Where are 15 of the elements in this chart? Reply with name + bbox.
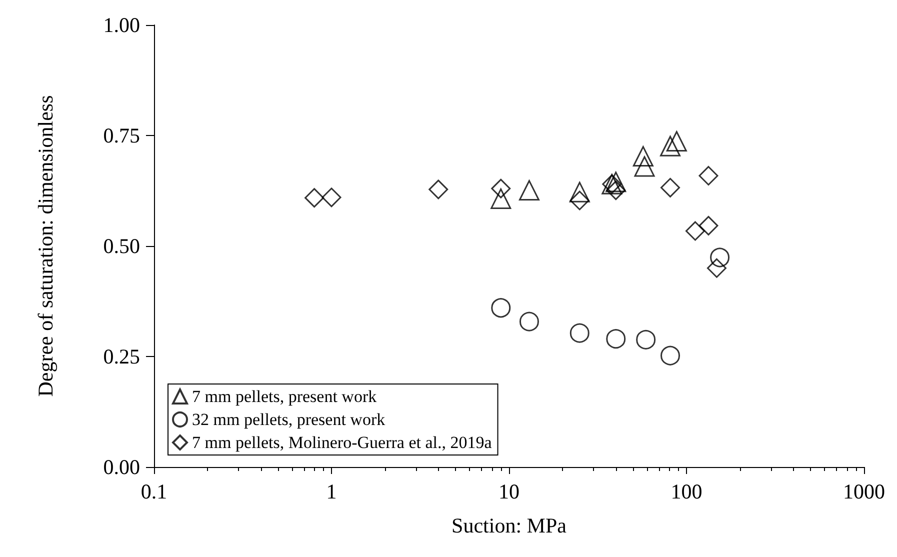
x-tick-label: 1: [326, 480, 337, 504]
legend-label: 32 mm pellets, present work: [192, 410, 386, 429]
x-tick-label: 100: [670, 480, 702, 504]
y-tick-label: 1.00: [103, 13, 140, 37]
x-tick-label: 10: [498, 480, 520, 504]
x-tick-label: 0.1: [140, 480, 168, 504]
y-tick-label: 0.25: [103, 344, 140, 368]
y-tick-label: 0.00: [103, 455, 140, 479]
x-axis-title: Suction: MPa: [452, 514, 568, 538]
y-tick-label: 0.50: [103, 234, 140, 258]
legend-label: 7 mm pellets, present work: [192, 387, 378, 406]
y-axis-title: Degree of saturation: dimensionless: [34, 95, 58, 397]
y-tick-label: 0.75: [103, 124, 140, 148]
x-tick-label: 1000: [843, 480, 885, 504]
legend-label: 7 mm pellets, Molinero-Guerra et al., 2019a: [192, 433, 492, 452]
